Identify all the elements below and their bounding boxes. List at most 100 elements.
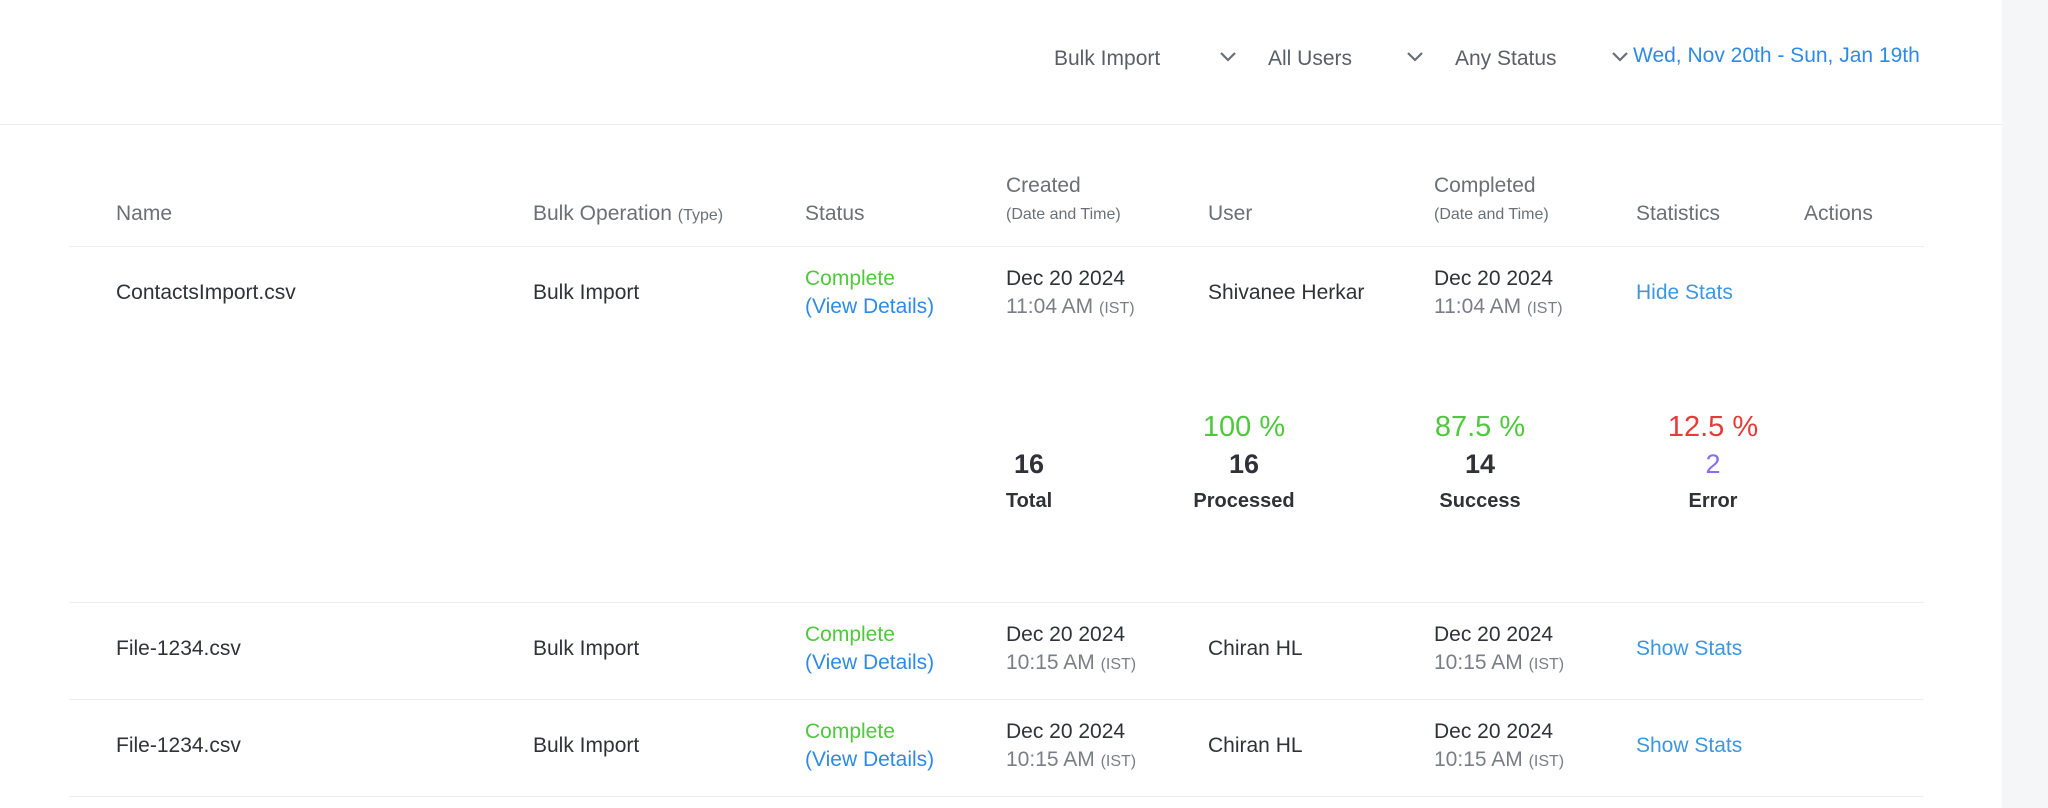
column-header-user: User bbox=[1208, 202, 1252, 226]
completed-time-value: 10:15 AM bbox=[1434, 651, 1523, 674]
column-header-operation-sub: (Type) bbox=[677, 207, 724, 224]
created-date: Dec 20 2024 bbox=[1006, 267, 1126, 290]
row-user: Chiran HL bbox=[1208, 734, 1303, 757]
completed-time-value: 10:15 AM bbox=[1434, 748, 1523, 771]
stat-total-label: Total bbox=[1005, 490, 1053, 512]
table-row: File-1234.csv Bulk Import Complete (View… bbox=[69, 603, 1924, 700]
users-filter-label: All Users bbox=[1268, 47, 1353, 70]
created-time-value: 11:04 AM bbox=[1006, 295, 1094, 318]
stat-success-value: 14 bbox=[1464, 449, 1496, 479]
row-name: File-1234.csv bbox=[116, 734, 241, 757]
created-time: 10:15 AM (IST) bbox=[1006, 748, 1136, 772]
chevron-down-icon[interactable] bbox=[1219, 51, 1237, 65]
created-timezone: (IST) bbox=[1100, 656, 1137, 673]
created-timezone: (IST) bbox=[1100, 753, 1137, 770]
stat-success-label: Success bbox=[1439, 490, 1521, 512]
users-filter[interactable]: All Users bbox=[1268, 42, 1352, 76]
stat-error-label: Error bbox=[1688, 490, 1738, 512]
stat-processed-value: 16 bbox=[1228, 449, 1260, 479]
stat-processed-pct: 100 % bbox=[1202, 411, 1286, 443]
status-filter[interactable]: Any Status bbox=[1455, 42, 1557, 76]
column-header-created-sub: (Date and Time) bbox=[1006, 206, 1121, 223]
row-operation: Bulk Import bbox=[533, 281, 640, 304]
row-operation: Bulk Import bbox=[533, 637, 640, 660]
column-header-status: Status bbox=[805, 202, 865, 226]
created-timezone: (IST) bbox=[1099, 300, 1135, 317]
row-created: Dec 20 2024 10:15 AM (IST) bbox=[1006, 623, 1136, 675]
operation-filter[interactable]: Bulk Import bbox=[1054, 42, 1160, 76]
stat-success-pct: 87.5 % bbox=[1434, 411, 1526, 443]
stat-total-pct bbox=[929, 411, 1129, 449]
created-time-value: 10:15 AM bbox=[1006, 748, 1095, 771]
chevron-down-icon[interactable] bbox=[1611, 51, 1629, 65]
status-filter-label: Any Status bbox=[1455, 47, 1557, 70]
row-created: Dec 20 2024 10:15 AM (IST) bbox=[1006, 720, 1136, 772]
column-header-status-label: Status bbox=[805, 202, 865, 225]
completed-time-value: 11:04 AM bbox=[1434, 295, 1522, 318]
completed-date: Dec 20 2024 bbox=[1434, 267, 1554, 290]
stat-error-value: 2 bbox=[1705, 449, 1721, 479]
column-header-statistics-label: Statistics bbox=[1636, 202, 1721, 225]
completed-time: 10:15 AM (IST) bbox=[1434, 748, 1564, 772]
created-date: Dec 20 2024 bbox=[1006, 623, 1126, 646]
completed-time: 11:04 AM (IST) bbox=[1434, 295, 1563, 319]
status-complete: Complete bbox=[805, 267, 895, 290]
completed-date: Dec 20 2024 bbox=[1434, 720, 1554, 743]
stat-success: 87.5 % 14 Success bbox=[1380, 411, 1580, 513]
table-header: Name Bulk Operation (Type) Status Create… bbox=[69, 124, 1924, 247]
bulk-operations-page: Bulk Import All Users Any Status Wed, No… bbox=[0, 0, 2002, 797]
completed-timezone: (IST) bbox=[1527, 300, 1563, 317]
hide-stats-link[interactable]: Hide Stats bbox=[1636, 281, 1733, 304]
row-completed: Dec 20 2024 11:04 AM (IST) bbox=[1434, 267, 1563, 319]
column-header-created: Created (Date and Time) bbox=[1006, 174, 1121, 224]
completed-timezone: (IST) bbox=[1528, 753, 1565, 770]
view-details-link[interactable]: (View Details) bbox=[805, 295, 935, 318]
column-header-completed: Completed (Date and Time) bbox=[1434, 174, 1549, 224]
stat-total: 16 Total bbox=[929, 411, 1129, 513]
row-created: Dec 20 2024 11:04 AM (IST) bbox=[1006, 267, 1135, 319]
column-header-user-label: User bbox=[1208, 202, 1253, 225]
status-complete: Complete bbox=[805, 720, 895, 743]
bulk-operations-table: Name Bulk Operation (Type) Status Create… bbox=[69, 124, 1924, 797]
completed-date: Dec 20 2024 bbox=[1434, 623, 1554, 646]
status-complete: Complete bbox=[805, 623, 895, 646]
show-stats-link[interactable]: Show Stats bbox=[1636, 637, 1743, 660]
created-time: 10:15 AM (IST) bbox=[1006, 651, 1136, 675]
row-status: Complete (View Details) bbox=[805, 267, 934, 319]
row-status: Complete (View Details) bbox=[805, 720, 934, 772]
created-date: Dec 20 2024 bbox=[1006, 720, 1126, 743]
column-header-statistics: Statistics bbox=[1636, 202, 1720, 226]
column-header-completed-sub: (Date and Time) bbox=[1434, 206, 1549, 223]
operation-filter-label: Bulk Import bbox=[1054, 47, 1161, 70]
chevron-down-icon[interactable] bbox=[1406, 51, 1424, 65]
stat-error: 12.5 % 2 Error bbox=[1613, 411, 1813, 513]
row-status: Complete (View Details) bbox=[805, 623, 934, 675]
scrollbar-track[interactable] bbox=[2002, 0, 2048, 808]
show-stats-link[interactable]: Show Stats bbox=[1636, 734, 1743, 757]
table-row: File-1234.csv Bulk Import Complete (View… bbox=[69, 700, 1924, 797]
stat-processed-label: Processed bbox=[1193, 490, 1295, 512]
table-row: ContactsImport.csv Bulk Import Complete … bbox=[69, 247, 1924, 603]
row-user: Chiran HL bbox=[1208, 637, 1303, 660]
row-operation: Bulk Import bbox=[533, 734, 640, 757]
column-header-operation: Bulk Operation (Type) bbox=[533, 202, 723, 226]
column-header-completed-label: Completed bbox=[1434, 174, 1536, 197]
filter-bar: Bulk Import All Users Any Status Wed, No… bbox=[0, 0, 2002, 125]
date-range-picker[interactable]: Wed, Nov 20th - Sun, Jan 19th bbox=[1633, 44, 1920, 67]
column-header-actions: Actions bbox=[1804, 202, 1873, 226]
view-details-link[interactable]: (View Details) bbox=[805, 651, 935, 674]
stat-error-pct: 12.5 % bbox=[1667, 411, 1759, 443]
created-time: 11:04 AM (IST) bbox=[1006, 295, 1135, 319]
row-completed: Dec 20 2024 10:15 AM (IST) bbox=[1434, 720, 1564, 772]
completed-timezone: (IST) bbox=[1528, 656, 1565, 673]
stat-processed: 100 % 16 Processed bbox=[1144, 411, 1344, 513]
stat-total-value: 16 bbox=[1013, 449, 1045, 479]
column-header-name: Name bbox=[116, 202, 172, 226]
created-time-value: 10:15 AM bbox=[1006, 651, 1095, 674]
completed-time: 10:15 AM (IST) bbox=[1434, 651, 1564, 675]
column-header-name-label: Name bbox=[116, 202, 173, 225]
column-header-actions-label: Actions bbox=[1804, 202, 1873, 225]
view-details-link[interactable]: (View Details) bbox=[805, 748, 935, 771]
row-user: Shivanee Herkar bbox=[1208, 281, 1365, 304]
column-header-created-label: Created bbox=[1006, 174, 1081, 197]
